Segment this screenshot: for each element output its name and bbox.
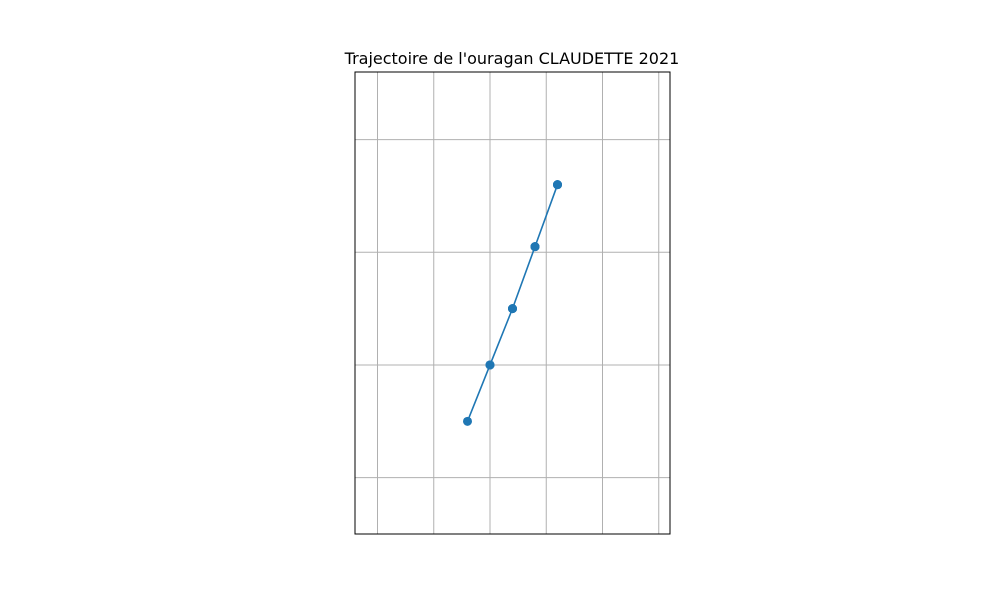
plot-area-background [355, 72, 670, 534]
data-point [463, 416, 472, 426]
grid [355, 72, 670, 534]
plot-frame [354, 71, 671, 535]
data-point [553, 180, 562, 190]
series-line [466, 183, 559, 423]
data-point [530, 242, 540, 252]
data-point [485, 360, 495, 370]
data-point [508, 304, 517, 314]
chart-title: Trajectoire de l'ouragan CLAUDETTE 2021 [344, 49, 680, 68]
series-group [463, 180, 562, 426]
